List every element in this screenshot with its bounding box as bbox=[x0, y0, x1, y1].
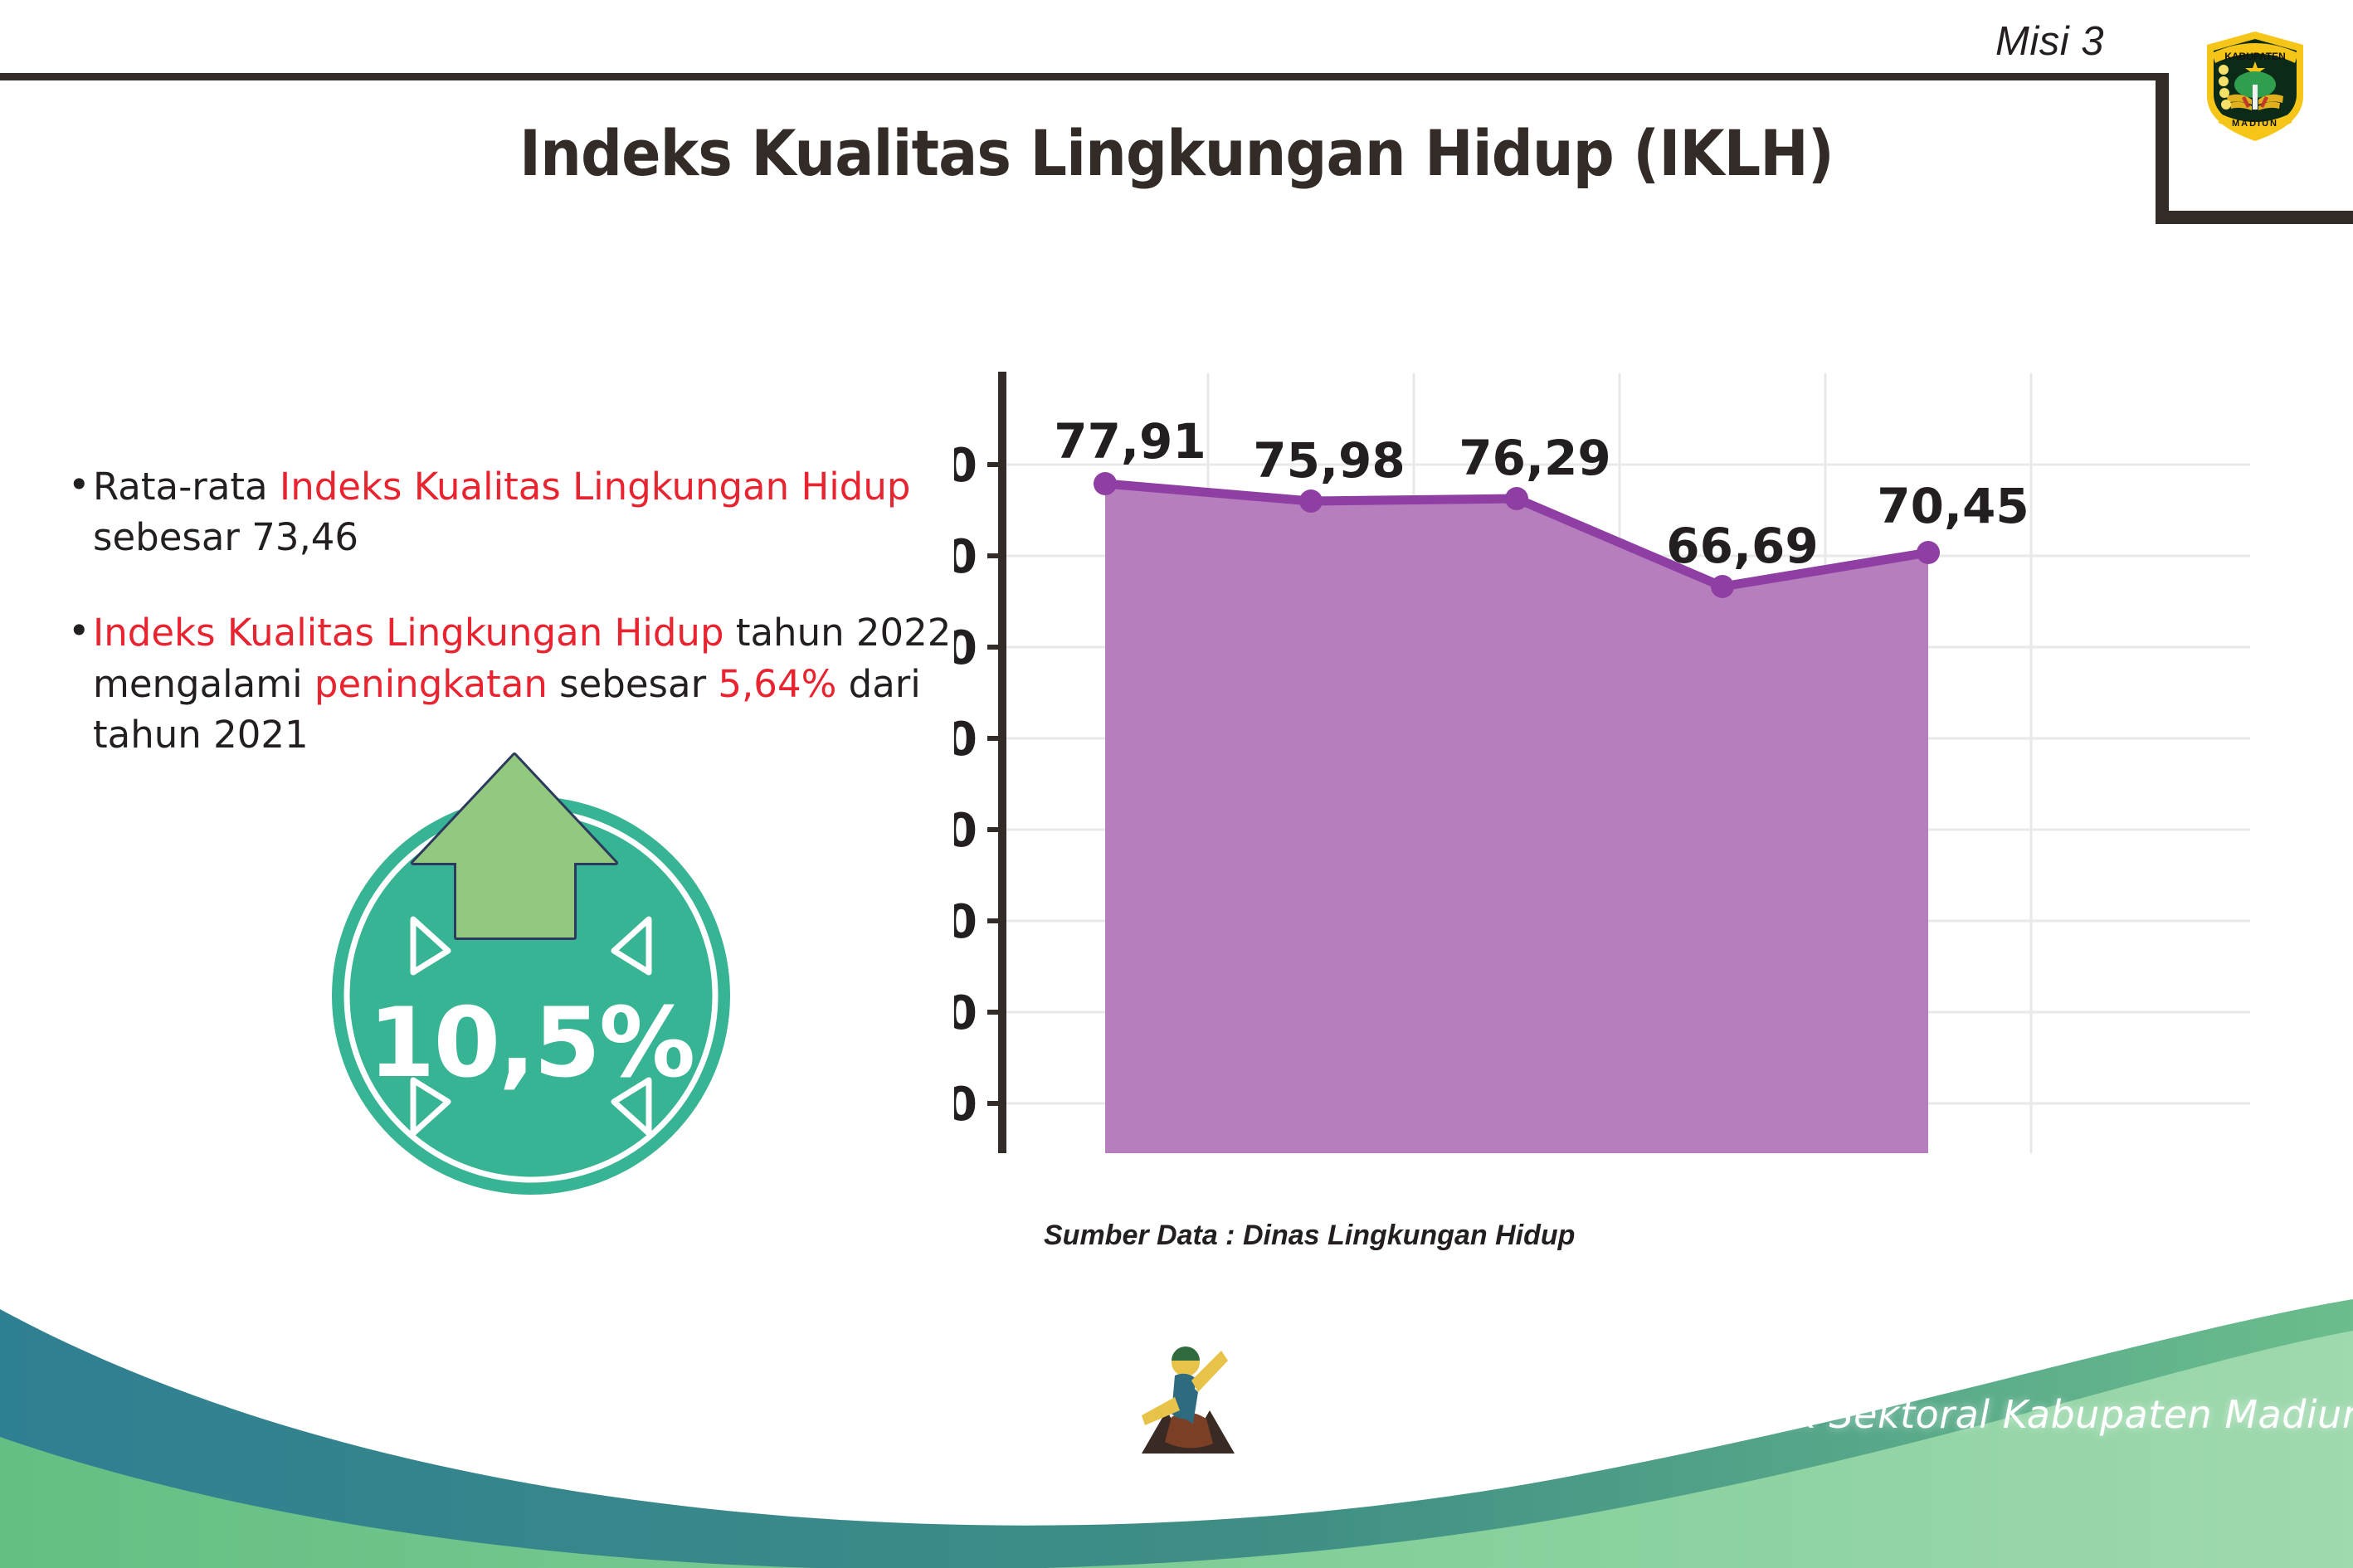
badge-arrow-br-icon bbox=[611, 1077, 652, 1137]
bullet-text-1c: sebesar 73,46 bbox=[93, 515, 359, 560]
bullet-text-2f: dari tahun 2021 bbox=[93, 661, 921, 757]
badge-arrow-tr-icon bbox=[611, 916, 652, 976]
header-bracket bbox=[2156, 73, 2353, 224]
iklh-area-chart: 0 10 20 30 40 50 60 70 80 2018 2019 2020… bbox=[954, 274, 2265, 1153]
data-label: 76,29 bbox=[1459, 430, 1610, 486]
bullet-marker: • bbox=[68, 609, 90, 654]
data-point-markers bbox=[1094, 472, 1940, 598]
misi-label: Misi 3 bbox=[1995, 19, 2104, 64]
y-tick-label: 70 bbox=[954, 530, 977, 584]
badge-arrow-bl-icon bbox=[410, 1077, 451, 1137]
list-item: • Indeks Kualitas Lingkungan Hidup tahun… bbox=[65, 607, 969, 760]
chart-value-labels: 77,91 75,98 76,29 66,69 70,45 bbox=[1054, 413, 2029, 574]
page-title: Indeks Kualitas Lingkungan Hidup (IKLH) bbox=[519, 116, 1834, 190]
bullet-text-1a: Rata-rata bbox=[93, 465, 280, 509]
badge-circle bbox=[332, 796, 730, 1195]
bullet-text-1b: Indeks Kualitas Lingkungan Hidup bbox=[279, 465, 911, 509]
y-tick-label: 40 bbox=[954, 804, 977, 858]
wave-green bbox=[0, 1331, 2353, 1568]
y-tick-label: 20 bbox=[954, 986, 977, 1040]
bullet-text-2e: 5,64% bbox=[718, 661, 837, 706]
data-label: 77,91 bbox=[1054, 413, 1206, 470]
footer-wave bbox=[0, 1294, 2353, 1568]
statistik-figure-logo-icon bbox=[1138, 1337, 1238, 1462]
data-label: 75,98 bbox=[1253, 432, 1405, 489]
badge-percent-label: 10,5% bbox=[368, 987, 695, 1099]
bullet-marker: • bbox=[68, 463, 90, 507]
bullet-list: • Rata-rata Indeks Kualitas Lingkungan H… bbox=[65, 461, 969, 760]
data-label: 66,69 bbox=[1666, 518, 1818, 574]
bullet-text-2a: Indeks Kualitas Lingkungan Hidup bbox=[93, 611, 724, 655]
chart-source-caption: Sumber Data : Dinas Lingkungan Hidup bbox=[1044, 1220, 1576, 1251]
chart-y-ticks bbox=[987, 462, 1002, 1106]
footer-caption: Media Infografis Data Statistik Sektoral… bbox=[1226, 1392, 2353, 1437]
bullet-text-2d: sebesar bbox=[547, 661, 719, 706]
bullet-text-2b: tahun 2022 mengalami bbox=[93, 611, 952, 706]
kabupaten-madiun-logo-icon: KABUPATEN MADIUN bbox=[2194, 20, 2316, 146]
y-tick-label: 60 bbox=[954, 621, 977, 675]
y-tick-label: 10 bbox=[954, 1078, 977, 1132]
growth-badge: 10,5% bbox=[315, 730, 747, 1195]
area-fill bbox=[1105, 484, 1928, 1153]
list-item: • Rata-rata Indeks Kualitas Lingkungan H… bbox=[65, 461, 969, 562]
logo-bottom-text: MADIUN bbox=[2232, 119, 2278, 129]
y-tick-label: 30 bbox=[954, 895, 977, 949]
chart-area-series bbox=[1094, 472, 1940, 1153]
badge-arrow-tl-icon bbox=[410, 916, 451, 976]
y-tick-label: 50 bbox=[954, 713, 977, 767]
bullet-text-2c: peningkatan bbox=[314, 661, 548, 706]
header-rule bbox=[0, 73, 2156, 80]
logo-top-text: KABUPATEN bbox=[2224, 51, 2286, 62]
data-label: 70,45 bbox=[1877, 478, 2029, 534]
y-tick-label: 80 bbox=[954, 439, 977, 493]
chart-y-tick-labels: 0 10 20 30 40 50 60 70 80 bbox=[954, 439, 977, 1132]
